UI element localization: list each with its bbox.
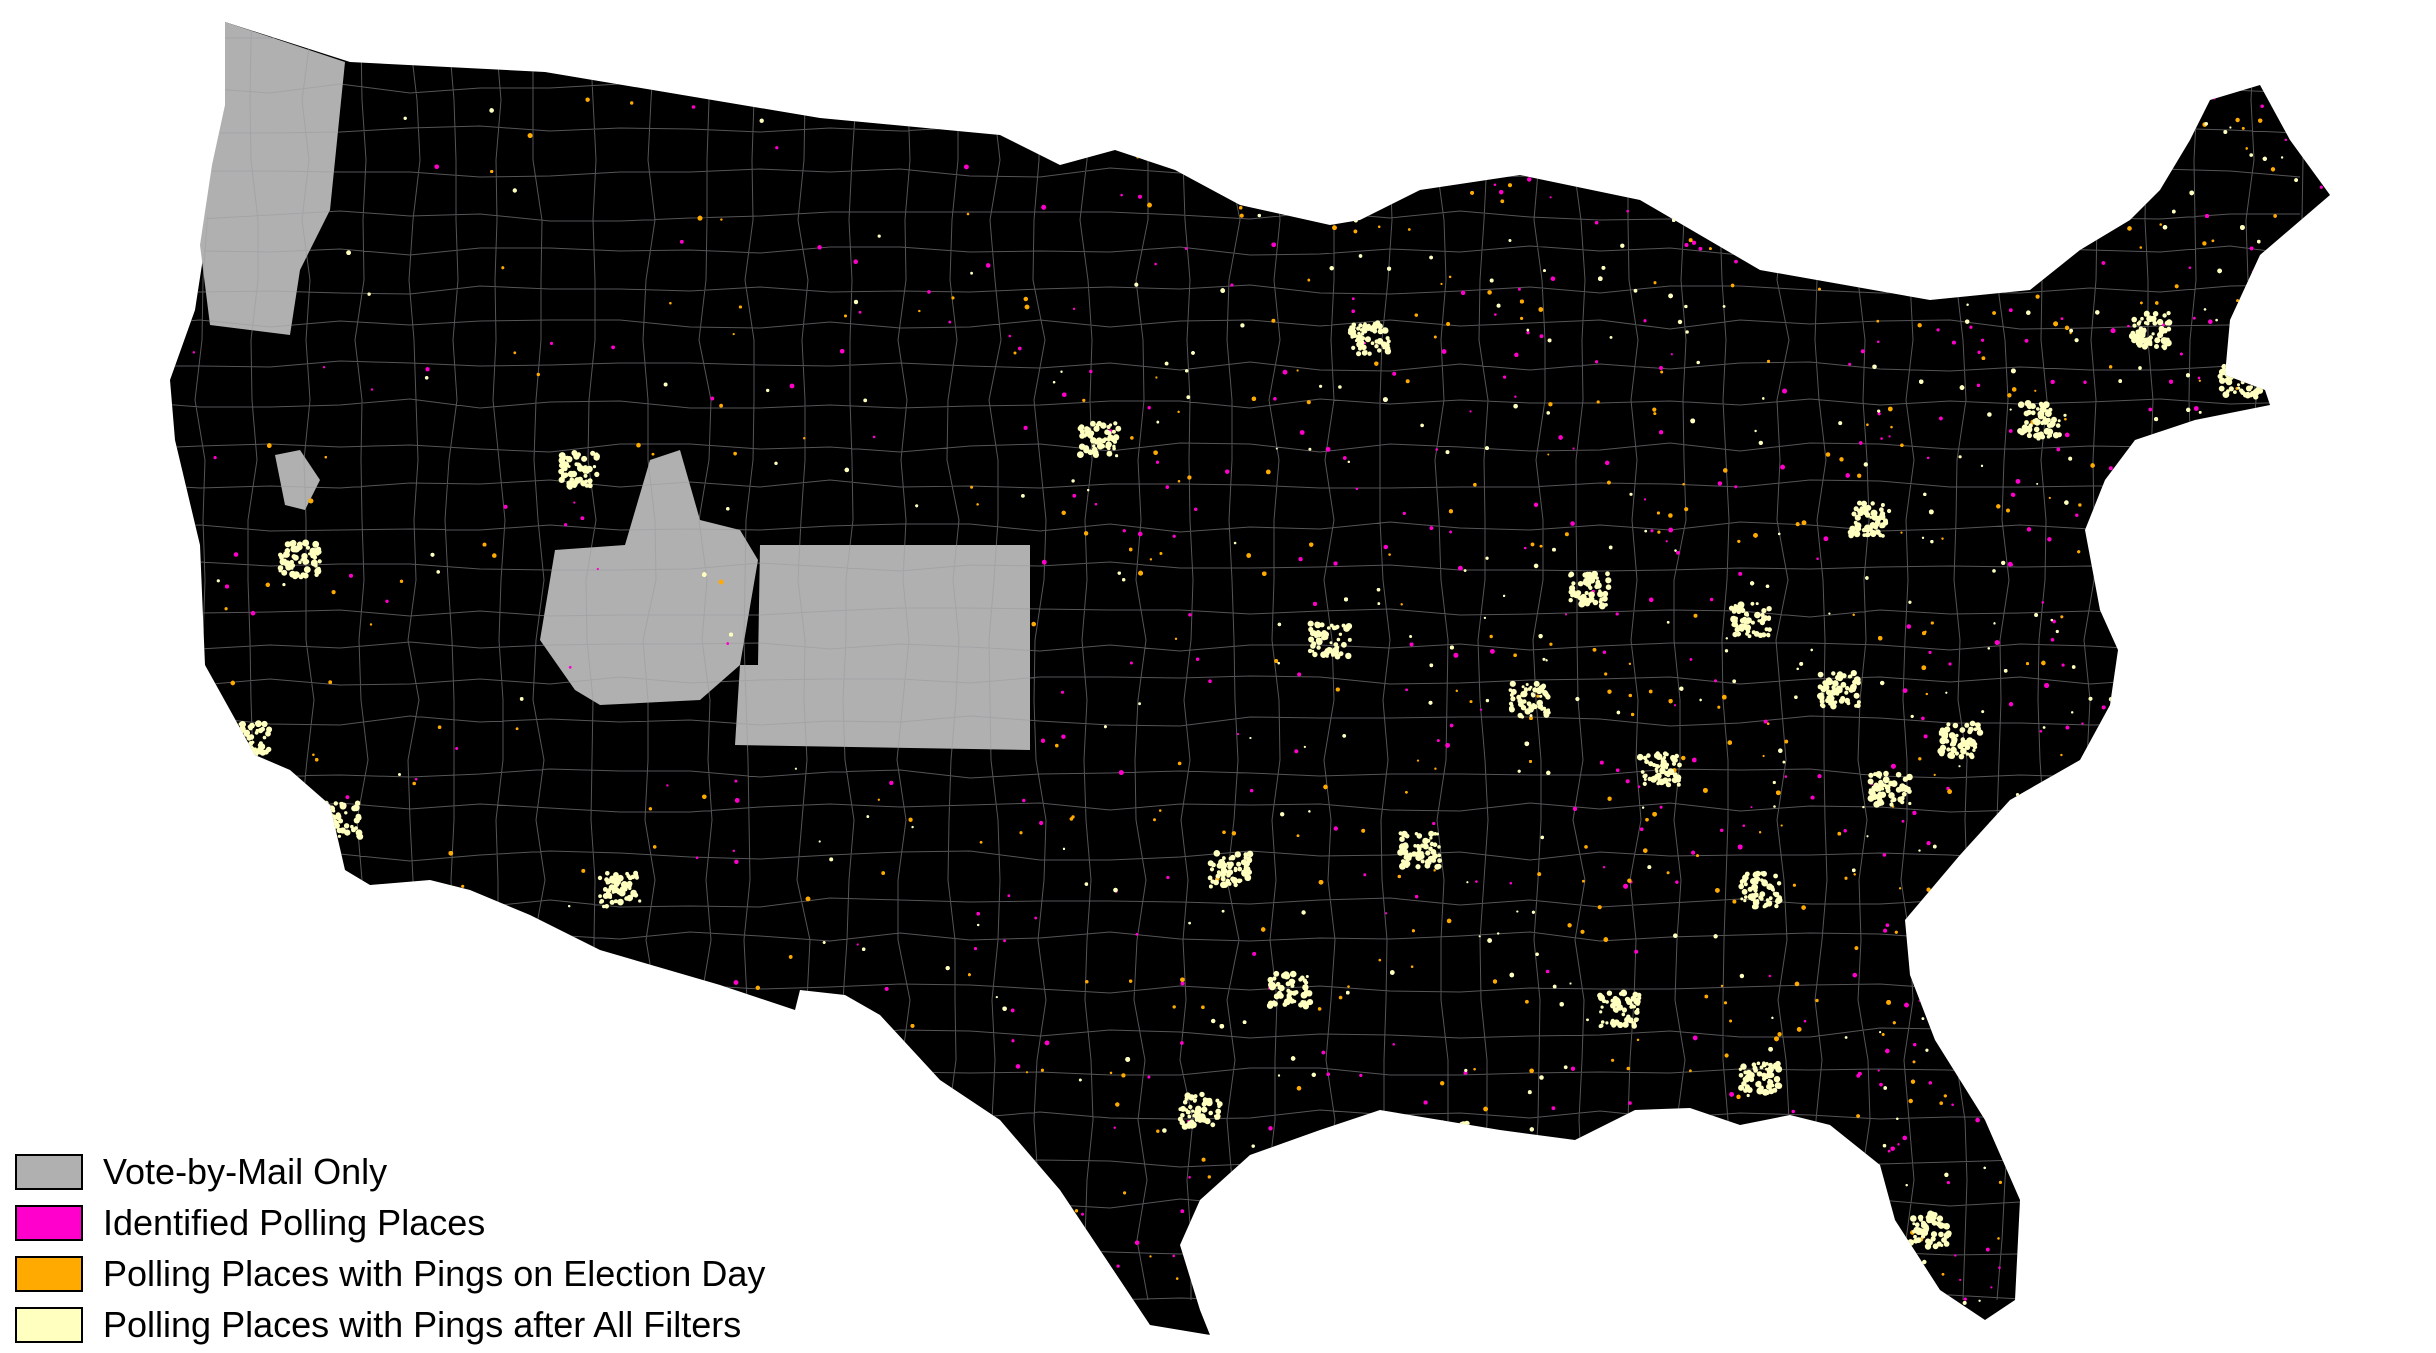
legend-item-pings-after-filters: Polling Places with Pings after All Filt…	[15, 1299, 765, 1350]
legend-swatch-identified	[15, 1204, 83, 1241]
legend-label-vote-by-mail: Vote-by-Mail Only	[103, 1150, 388, 1192]
legend-swatch-vote-by-mail	[15, 1153, 83, 1190]
legend-item-vote-by-mail: Vote-by-Mail Only	[15, 1146, 765, 1197]
legend-item-identified: Identified Polling Places	[15, 1197, 765, 1248]
legend-item-pings-election-day: Polling Places with Pings on Election Da…	[15, 1248, 765, 1299]
legend-swatch-pings-after-filters	[15, 1306, 83, 1343]
legend-label-pings-after-filters: Polling Places with Pings after All Filt…	[103, 1303, 742, 1345]
vbm-nevada-county	[275, 450, 320, 510]
map-legend: Vote-by-Mail Only Identified Polling Pla…	[15, 1146, 765, 1350]
vbm-utah-counties	[540, 450, 758, 705]
legend-label-identified: Identified Polling Places	[103, 1201, 486, 1243]
contiguous-us-landmass	[170, 22, 2330, 1335]
us-outline	[170, 22, 2330, 1335]
legend-label-pings-election-day: Polling Places with Pings on Election Da…	[103, 1252, 766, 1294]
legend-swatch-pings-election-day	[15, 1255, 83, 1292]
vbm-washington-oregon	[200, 22, 345, 335]
